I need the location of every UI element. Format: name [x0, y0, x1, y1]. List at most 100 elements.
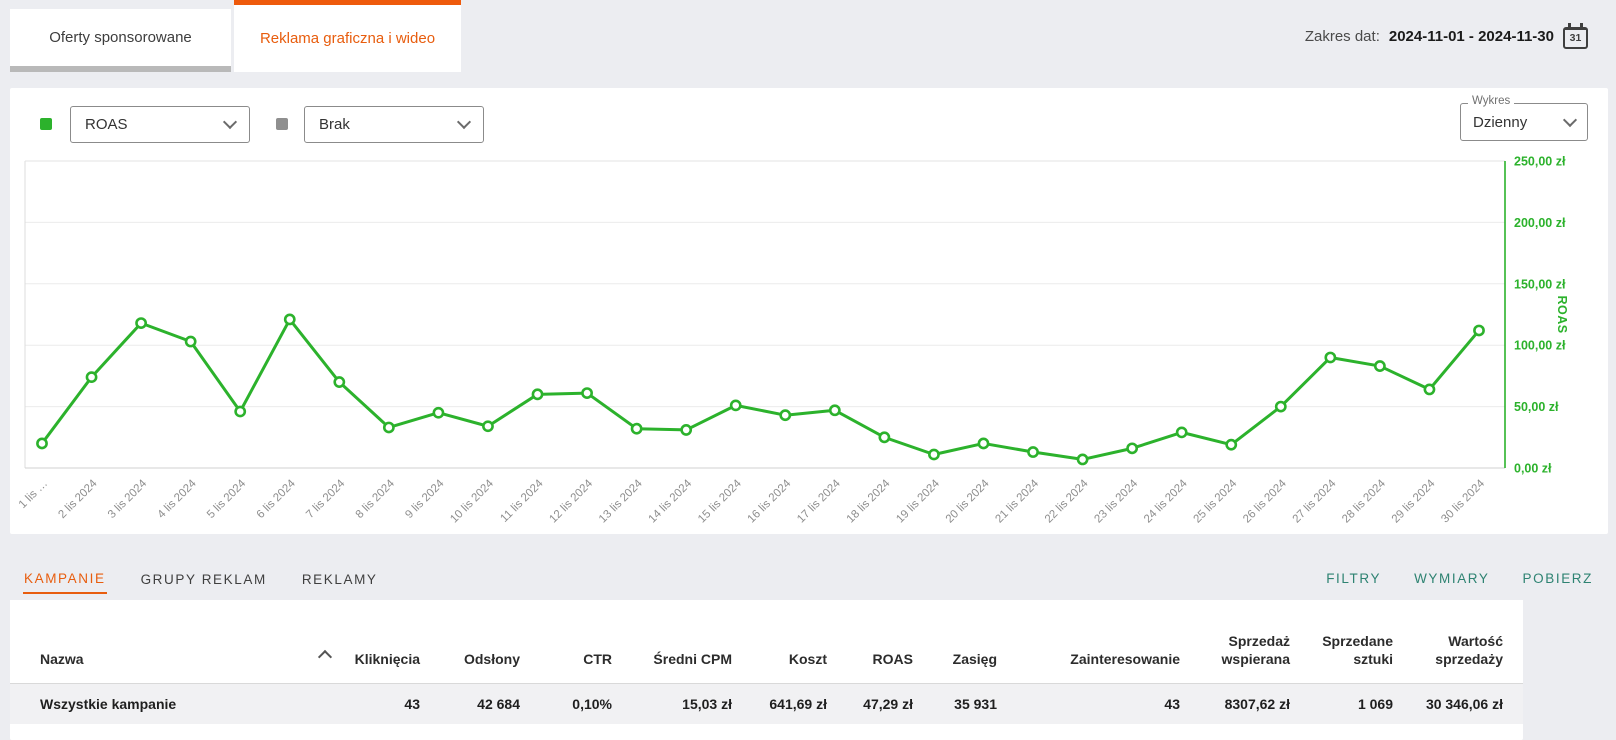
row-cell-ctr: 0,10% — [572, 696, 612, 712]
x-tick-label: 2 lis 2024 — [56, 477, 100, 521]
data-point[interactable] — [333, 376, 346, 388]
x-tick-label: 28 lis 2024 — [1340, 477, 1388, 525]
column-header-odsłony[interactable]: Odsłony — [463, 650, 520, 667]
y-tick-label: 50,00 zł — [1514, 400, 1559, 414]
tab-label: Reklama graficzna i wideo — [259, 30, 436, 47]
data-point[interactable] — [1175, 426, 1188, 439]
column-header-koszt[interactable]: Koszt — [788, 650, 827, 667]
metric1-select[interactable]: ROAS — [70, 105, 250, 143]
x-tick-label: 26 lis 2024 — [1241, 477, 1289, 525]
row-cell-sprzedane-sztuki: 1 069 — [1357, 696, 1393, 712]
row-name: Wszystkie kampanie — [40, 696, 177, 712]
data-point[interactable] — [382, 421, 395, 434]
x-tick-label: 22 lis 2024 — [1043, 477, 1091, 525]
row-cell-odsłony: 42 684 — [477, 696, 520, 712]
column-header-sprzedaż-wspierana[interactable]: Sprzedaż wspierana — [1221, 633, 1290, 667]
column-header-sprzedane-sztuki[interactable]: Sprzedane sztuki — [1322, 633, 1393, 667]
data-point[interactable] — [482, 420, 494, 433]
data-point[interactable] — [977, 437, 990, 450]
calendar-icon[interactable]: 31 — [1563, 22, 1588, 49]
tab-reklamy[interactable]: REKLAMY — [301, 571, 378, 587]
data-point[interactable] — [878, 431, 891, 444]
sort-ascending-icon[interactable] — [317, 649, 333, 665]
data-point[interactable] — [1225, 438, 1238, 451]
data-point[interactable] — [85, 371, 98, 384]
data-point[interactable] — [184, 335, 197, 348]
data-point[interactable] — [828, 404, 841, 417]
data-point[interactable] — [1373, 360, 1386, 372]
data-point[interactable] — [531, 388, 544, 401]
data-point[interactable] — [928, 448, 940, 461]
data-point[interactable] — [1473, 324, 1485, 337]
chart-controls: ROAS Brak Wykres Dzienny — [10, 88, 1608, 146]
column-header-wartość-sprzedaży[interactable]: Wartość sprzedaży — [1435, 633, 1503, 667]
y-tick-label: 200,00 zł — [1514, 216, 1566, 230]
data-point[interactable] — [1027, 446, 1039, 458]
chart-mode-select[interactable]: Wykres Dzienny — [1460, 95, 1588, 141]
action-pobierz[interactable]: POBIERZ — [1522, 570, 1593, 586]
x-tick-label: 6 lis 2024 — [255, 477, 299, 521]
data-point[interactable] — [283, 313, 296, 326]
row-cell-roas: 47,29 zł — [863, 696, 913, 712]
metric1-color-indicator — [40, 118, 52, 130]
x-tick-label: 21 lis 2024 — [993, 477, 1041, 525]
campaigns-table: Nazwa Kliknięcia Odsłony CTR Średni CPM Koszt… — [10, 600, 1523, 740]
series-line — [40, 317, 1481, 461]
chart-mode-value: Dzienny — [1473, 113, 1528, 131]
column-header-roas[interactable]: ROAS — [872, 650, 913, 667]
data-point[interactable] — [729, 399, 742, 412]
y-axis-title: ROAS — [1555, 295, 1569, 333]
row-cell-koszt: 641,69 zł — [769, 696, 827, 712]
x-tick-label: 16 lis 2024 — [746, 477, 794, 525]
data-point[interactable] — [432, 406, 445, 419]
data-point[interactable] — [680, 424, 693, 436]
row-cell-kliknięcia: 43 — [404, 696, 420, 712]
table-row[interactable]: Wszystkie kampanie 43 42 684 0,10% 15,03 zł 6… — [10, 684, 1523, 724]
column-header-zasięg[interactable]: Zasięg — [952, 650, 997, 667]
x-tick-label: 8 lis 2024 — [354, 477, 398, 521]
row-cell-średni-cpm: 15,03 zł — [682, 696, 732, 712]
x-tick-label: 3 lis 2024 — [106, 477, 150, 521]
column-header-ctr[interactable]: CTR — [583, 650, 612, 667]
x-tick-label: 4 lis 2024 — [155, 477, 199, 521]
tab-reklama-graficzna-i-wideo[interactable]: Reklama graficzna i wideo — [234, 0, 461, 72]
top-tab-bar: Oferty sponsorowane Reklama graficzna i … — [0, 0, 1616, 72]
tab-kampanie[interactable]: KAMPANIE — [23, 563, 107, 594]
date-range-value: 2024-11-01 - 2024-11-30 — [1388, 27, 1554, 45]
y-tick-label: 0,00 zł — [1514, 462, 1552, 476]
column-header-zainteresowanie[interactable]: Zainteresowanie — [1070, 650, 1180, 667]
data-point[interactable] — [1423, 383, 1436, 396]
x-tick-label: 23 lis 2024 — [1092, 477, 1140, 525]
roas-line-chart: 0,00 zł 50,00 zł 100,00 zł 150,00 zł 200,00 … — [17, 155, 1569, 526]
data-point[interactable] — [1274, 400, 1287, 413]
tab-grupy-reklam[interactable]: GRUPY REKLAM — [140, 571, 267, 587]
data-point[interactable] — [630, 422, 643, 435]
x-tick-label: 14 lis 2024 — [646, 477, 694, 525]
column-header-kliknięcia[interactable]: Kliknięcia — [354, 650, 420, 667]
metric2-select[interactable]: Brak — [304, 105, 484, 143]
x-tick-label: 20 lis 2024 — [944, 477, 992, 525]
action-filtry[interactable]: FILTRY — [1326, 570, 1382, 586]
metric1-value: ROAS — [85, 115, 128, 133]
x-tick-label: 5 lis 2024 — [205, 477, 249, 521]
date-range-label: Zakres dat: — [1304, 27, 1380, 45]
table-header-row: Nazwa Kliknięcia Odsłony CTR Średni CPM Koszt… — [10, 600, 1523, 684]
action-wymiary[interactable]: WYMIARY — [1414, 570, 1490, 586]
data-point[interactable] — [36, 437, 48, 450]
data-point[interactable] — [1126, 442, 1139, 455]
data-point[interactable] — [135, 317, 148, 329]
column-header-średni-cpm[interactable]: Średni CPM — [653, 650, 732, 667]
data-point[interactable] — [779, 409, 792, 422]
x-tick-label: 7 lis 2024 — [304, 477, 348, 521]
x-tick-label: 29 lis 2024 — [1390, 477, 1438, 525]
report-tabs: KAMPANIE GRUPY REKLAM REKLAMY — [23, 563, 412, 594]
column-header-nazwa[interactable]: Nazwa — [40, 649, 340, 684]
x-tick-label: 11 lis 2024 — [498, 477, 546, 525]
data-point[interactable] — [1076, 453, 1089, 466]
tab-oferty-sponsorowane[interactable]: Oferty sponsorowane — [10, 9, 231, 72]
x-tick-label: 25 lis 2024 — [1192, 477, 1240, 525]
data-point[interactable] — [234, 405, 247, 418]
data-point[interactable] — [581, 387, 593, 399]
y-tick-label: 150,00 zł — [1514, 277, 1566, 291]
data-point[interactable] — [1324, 351, 1337, 364]
